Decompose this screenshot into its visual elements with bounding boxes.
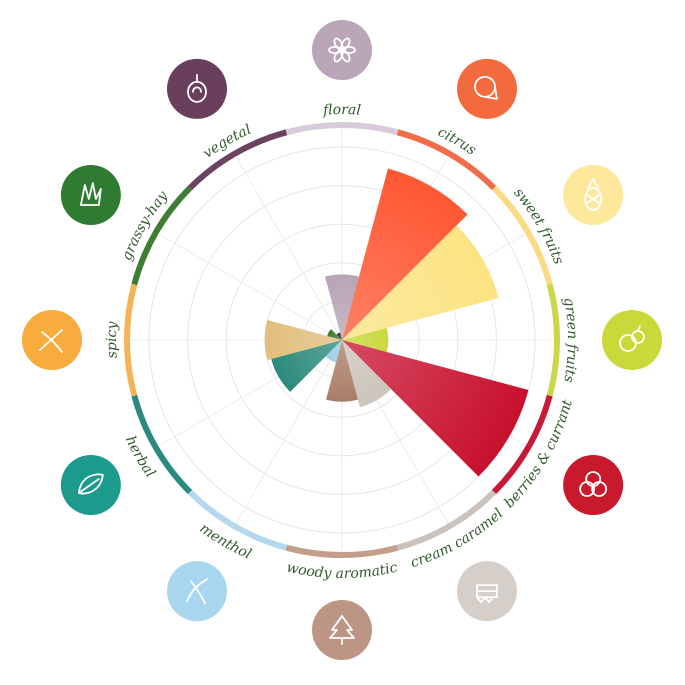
grass-icon — [60, 165, 121, 225]
grid-spoke — [234, 153, 343, 341]
icon-layer — [22, 20, 662, 660]
wedge-spicy — [264, 320, 342, 360]
wedge-green-fruits — [342, 328, 389, 352]
caramel-icon — [457, 561, 517, 622]
wedge-floral — [325, 274, 359, 340]
wedge-vegetal — [336, 332, 342, 340]
wedge-menthol — [325, 340, 342, 363]
ring-segment — [131, 394, 193, 495]
category-label: woody aromatic — [285, 560, 399, 582]
ring-segment — [285, 544, 399, 558]
wedge-cream-caramel — [342, 340, 392, 408]
outer-ring — [124, 122, 560, 558]
wedge-herbal — [271, 340, 342, 392]
ring-segment — [546, 283, 560, 397]
grid-spoke — [155, 232, 343, 341]
ring-segment — [124, 283, 138, 397]
category-label: floral — [322, 102, 362, 119]
wedge-citrus — [342, 168, 468, 340]
menthol-leaf-icon — [167, 561, 227, 622]
onion-icon — [167, 58, 227, 119]
ring-segment — [396, 489, 497, 551]
category-label: green fruits — [560, 296, 580, 383]
grid-spoke — [234, 339, 343, 527]
ring-segment — [187, 489, 288, 551]
woody-tree-icon — [312, 600, 372, 660]
citrus-lemon-icon — [457, 58, 517, 119]
pineapple-icon — [563, 165, 624, 225]
chili-pepper-icon — [22, 310, 82, 370]
wedge-sweet-fruits — [342, 225, 499, 340]
wedge-berries-currant — [342, 340, 529, 477]
ring-segment — [285, 122, 399, 136]
category-label: spicy — [104, 320, 121, 359]
ring-segment — [396, 129, 497, 191]
berries-icon — [563, 455, 624, 515]
floral-flower-icon — [312, 20, 372, 80]
wedge-woody-aromatic — [326, 340, 358, 402]
herbal-leaf-icon — [60, 455, 121, 515]
category-label: citrus — [435, 124, 479, 158]
ring-segment — [491, 185, 553, 286]
ring-segment — [187, 129, 288, 191]
ring-segment — [131, 185, 193, 286]
wedge-layer — [264, 168, 529, 477]
ring-segment — [491, 394, 553, 495]
wedge-grassy-hay — [327, 329, 342, 340]
apple-pear-icon — [602, 310, 662, 370]
category-label: menthol — [196, 520, 253, 562]
